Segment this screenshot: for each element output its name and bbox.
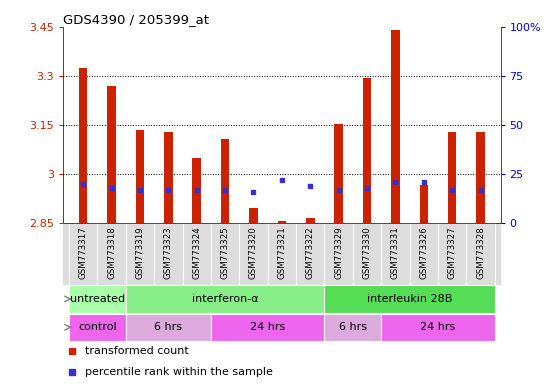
Text: GSM773330: GSM773330	[362, 226, 372, 279]
Text: GSM773331: GSM773331	[391, 226, 400, 279]
Text: 24 hrs: 24 hrs	[250, 322, 285, 332]
FancyBboxPatch shape	[296, 223, 324, 285]
FancyBboxPatch shape	[211, 314, 324, 341]
FancyBboxPatch shape	[239, 223, 268, 285]
Text: GSM773327: GSM773327	[448, 226, 456, 279]
Bar	[420, 185, 428, 223]
Text: GDS4390 / 205399_at: GDS4390 / 205399_at	[63, 13, 209, 26]
Text: 6 hrs: 6 hrs	[155, 322, 182, 332]
Text: GSM773324: GSM773324	[192, 226, 201, 279]
FancyBboxPatch shape	[183, 223, 211, 285]
Text: GSM773317: GSM773317	[79, 226, 87, 279]
FancyBboxPatch shape	[353, 223, 381, 285]
Bar	[391, 30, 400, 223]
Text: 24 hrs: 24 hrs	[420, 322, 455, 332]
FancyBboxPatch shape	[410, 223, 438, 285]
Bar	[334, 124, 343, 223]
FancyBboxPatch shape	[438, 223, 466, 285]
Bar	[278, 221, 286, 223]
Text: GSM773328: GSM773328	[476, 226, 485, 279]
Bar	[192, 157, 201, 223]
Text: interleukin 28B: interleukin 28B	[367, 294, 452, 304]
Text: percentile rank within the sample: percentile rank within the sample	[85, 367, 273, 377]
FancyBboxPatch shape	[211, 223, 239, 285]
FancyBboxPatch shape	[69, 285, 126, 313]
Text: control: control	[78, 322, 117, 332]
Text: GSM773326: GSM773326	[419, 226, 428, 279]
FancyBboxPatch shape	[97, 223, 126, 285]
Text: GSM773319: GSM773319	[135, 226, 145, 278]
FancyBboxPatch shape	[381, 223, 410, 285]
Text: interferon-α: interferon-α	[192, 294, 258, 304]
FancyBboxPatch shape	[126, 314, 211, 341]
Text: GSM773320: GSM773320	[249, 226, 258, 279]
Text: transformed count: transformed count	[85, 346, 189, 356]
FancyBboxPatch shape	[268, 223, 296, 285]
Bar	[107, 86, 116, 223]
Bar	[363, 78, 371, 223]
Text: 6 hrs: 6 hrs	[339, 322, 367, 332]
Text: untreated: untreated	[70, 294, 125, 304]
Bar	[448, 132, 456, 223]
Text: GSM773318: GSM773318	[107, 226, 116, 279]
Text: GSM773322: GSM773322	[306, 226, 315, 279]
FancyBboxPatch shape	[466, 223, 495, 285]
FancyBboxPatch shape	[69, 314, 126, 341]
Bar	[79, 68, 87, 223]
Text: GSM773325: GSM773325	[221, 226, 229, 279]
FancyBboxPatch shape	[381, 314, 495, 341]
FancyBboxPatch shape	[69, 223, 97, 285]
FancyBboxPatch shape	[126, 223, 154, 285]
Bar	[136, 130, 144, 223]
Bar	[164, 132, 173, 223]
FancyBboxPatch shape	[154, 223, 183, 285]
Bar	[476, 132, 485, 223]
Text: GSM773323: GSM773323	[164, 226, 173, 279]
FancyBboxPatch shape	[126, 285, 324, 313]
Text: GSM773329: GSM773329	[334, 226, 343, 278]
FancyBboxPatch shape	[324, 285, 495, 313]
Bar	[249, 208, 258, 223]
FancyBboxPatch shape	[324, 314, 381, 341]
Text: GSM773321: GSM773321	[277, 226, 287, 279]
Bar	[221, 139, 229, 223]
Bar	[306, 218, 315, 223]
FancyBboxPatch shape	[324, 223, 353, 285]
